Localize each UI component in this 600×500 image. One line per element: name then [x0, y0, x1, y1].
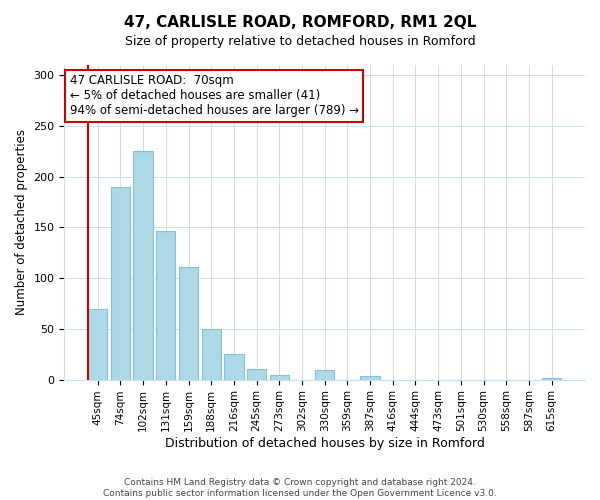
Bar — [269, 374, 289, 380]
Text: 47 CARLISLE ROAD:  70sqm
← 5% of detached houses are smaller (41)
94% of semi-de: 47 CARLISLE ROAD: 70sqm ← 5% of detached… — [70, 74, 359, 118]
Text: 47, CARLISLE ROAD, ROMFORD, RM1 2QL: 47, CARLISLE ROAD, ROMFORD, RM1 2QL — [124, 15, 476, 30]
Text: Size of property relative to detached houses in Romford: Size of property relative to detached ho… — [125, 35, 475, 48]
Bar — [111, 187, 130, 380]
Bar — [361, 376, 380, 380]
Bar — [247, 370, 266, 380]
Y-axis label: Number of detached properties: Number of detached properties — [15, 130, 28, 316]
Bar — [88, 308, 107, 380]
Bar — [179, 267, 198, 380]
Bar — [156, 232, 175, 380]
X-axis label: Distribution of detached houses by size in Romford: Distribution of detached houses by size … — [165, 437, 485, 450]
Bar — [133, 152, 153, 380]
Bar — [315, 370, 334, 380]
Text: Contains HM Land Registry data © Crown copyright and database right 2024.
Contai: Contains HM Land Registry data © Crown c… — [103, 478, 497, 498]
Bar — [202, 329, 221, 380]
Bar — [542, 378, 562, 380]
Bar — [224, 354, 244, 380]
